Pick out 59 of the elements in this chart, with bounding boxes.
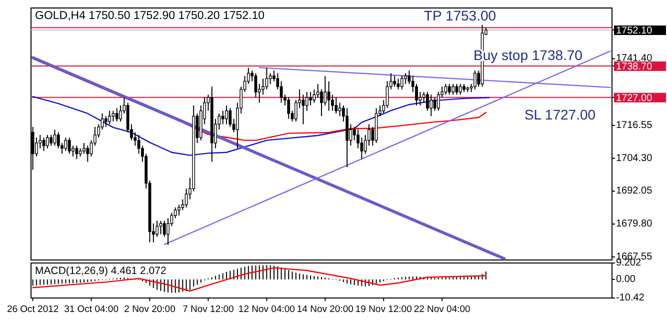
y-tick-label: 1752.10 [616, 26, 653, 37]
candlestick [82, 142, 86, 154]
candlestick [104, 116, 108, 128]
candlestick [159, 220, 162, 235]
candlestick [280, 80, 283, 104]
line-series [32, 267, 487, 292]
x-tick-label: 19 Nov 12:00 [355, 304, 412, 315]
candlestick [50, 134, 53, 146]
x-tick-label: 2 Nov 20:00 [124, 304, 176, 315]
ref-line-label: TP 1753.00 [424, 8, 496, 24]
chart-title: GOLD,H4 1750.50 1752.90 1750.20 1752.10 [35, 10, 265, 22]
x-tick-label: 22 Nov 04:00 [414, 304, 470, 315]
candlestick [225, 104, 228, 125]
line-series [32, 96, 490, 156]
candlestick [68, 137, 71, 154]
candlestick [46, 134, 49, 149]
candlestick [75, 145, 78, 160]
candlestick [452, 83, 454, 96]
x-tick-label: 7 Nov 12:00 [182, 304, 234, 315]
y-tick-label: 0.00 [616, 274, 636, 285]
candlestick [108, 110, 112, 125]
candlestick [433, 96, 436, 112]
x-tick-label: 12 Nov 04:00 [238, 304, 295, 315]
candlestick [309, 92, 312, 106]
candlestick [302, 94, 305, 125]
y-tick-label: 9.202 [616, 258, 642, 268]
y-tick-label: 1738.70 [616, 61, 653, 72]
chart-title: MACD(12,26,9) 4.461 2.072 [35, 265, 166, 277]
candlestick [112, 110, 115, 122]
y-tick-label: 1716.55 [616, 120, 653, 131]
candlestick [305, 92, 308, 112]
candlestick [268, 72, 272, 84]
candlestick [53, 129, 56, 146]
candlestick [228, 108, 232, 128]
candlestick [221, 110, 224, 125]
candlestick [474, 70, 476, 90]
candlestick [312, 88, 316, 104]
candlestick [458, 83, 462, 96]
candlestick [327, 80, 330, 112]
candlestick [396, 78, 400, 90]
y-tick-label: 1679.80 [616, 218, 653, 230]
x-tick-label: 31 Oct 04:00 [64, 304, 118, 315]
y-tick-label: 1727.00 [616, 92, 653, 104]
candlestick [400, 75, 404, 90]
candlestick [430, 94, 433, 117]
candlestick [115, 108, 118, 122]
candlestick [448, 83, 451, 96]
y-tick-label: 1704.30 [616, 152, 653, 164]
candlestick [334, 96, 338, 114]
candlestick [324, 75, 327, 106]
x-tick-label: 26 Oct 2012 [6, 304, 59, 315]
candlestick [162, 220, 166, 238]
candlestick [287, 96, 290, 120]
y-tick-label: 1692.05 [616, 186, 653, 197]
x-tick-label: 14 Nov 20:00 [296, 304, 354, 315]
candlestick [393, 75, 396, 88]
ref-line-label: SL 1727.00 [524, 106, 596, 122]
y-tick-label: -10.42 [616, 292, 645, 304]
candlestick [86, 145, 90, 162]
